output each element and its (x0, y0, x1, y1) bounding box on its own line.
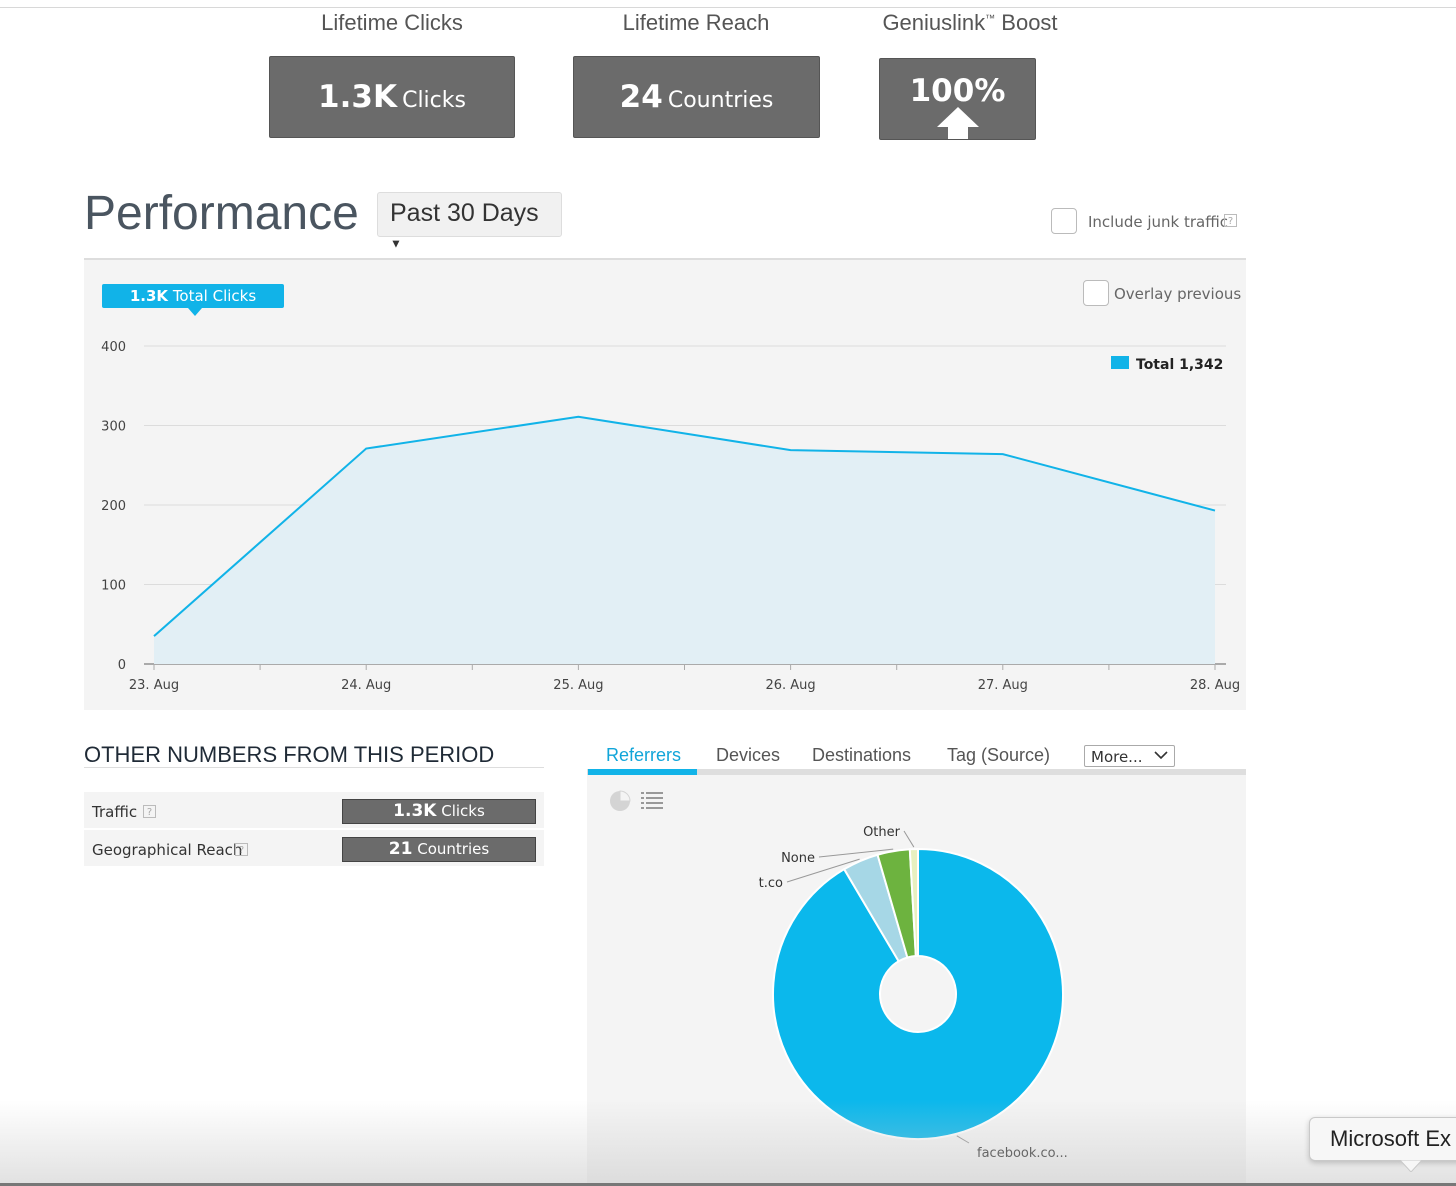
include-junk-checkbox[interactable] (1051, 208, 1077, 234)
y-tick-label: 0 (118, 658, 126, 673)
boost-title: Geniuslink™ Boost (820, 10, 1120, 36)
other-numbers-heading: OTHER NUMBERS FROM THIS PERIOD (84, 742, 495, 767)
lifetime-reach-unit: Countries (667, 88, 774, 113)
lifetime-clicks-unit: Clicks (402, 88, 466, 113)
x-tick-label: 24. Aug (341, 678, 391, 693)
date-range-dropdown[interactable]: Past 30 Days ▼ (377, 192, 562, 250)
pie-leader-line (818, 848, 894, 858)
tab-active-underline (588, 769, 697, 775)
pill-pointer-icon (188, 308, 202, 316)
date-range-label: Past 30 Days (390, 199, 539, 227)
geo-reach-value-box: 21 Countries (342, 837, 536, 862)
boost-box: 100% (879, 58, 1036, 140)
y-tick-label: 200 (101, 499, 126, 514)
bottom-border (0, 1183, 1456, 1186)
boost-title-brand: Geniuslink (882, 10, 986, 35)
include-junk-label: Include junk traffic (1088, 213, 1228, 231)
legend-swatch (1111, 356, 1129, 369)
geo-reach-label: Geographical Reach (92, 841, 243, 859)
traffic-num: 1.3K (393, 801, 437, 821)
clicks-area-chart: 0 100 200 300 400 23. Aug 24. Aug 25. Aug 26. Au… (101, 340, 1240, 693)
traffic-unit: Clicks (441, 802, 485, 820)
top-divider (0, 7, 1456, 8)
geo-reach-row: Geographical Reach ? 21 Countries (84, 830, 544, 866)
overlay-previous-label: Overlay previous (1114, 285, 1242, 303)
traffic-row: Traffic ? 1.3K Clicks (84, 792, 544, 828)
list-icon[interactable] (641, 791, 663, 811)
up-arrow-icon (937, 107, 979, 139)
series-line (153, 415, 1216, 637)
pie-slice-label: None (781, 851, 815, 866)
lifetime-reach-box: 24 Countries (573, 56, 820, 138)
geo-reach-help-icon[interactable]: ? (235, 843, 248, 856)
x-tick-label: 26. Aug (765, 678, 815, 693)
tooltip: Microsoft Ex (1309, 1117, 1456, 1161)
pie-leader-line (903, 830, 915, 848)
pie-slice (908, 847, 919, 958)
tab-referrers[interactable]: Referrers (606, 745, 682, 765)
tooltip-text: Microsoft Ex (1330, 1126, 1452, 1151)
x-tick-label: 23. Aug (129, 678, 179, 693)
caret-down-icon: ▼ (390, 236, 402, 251)
more-dropdown[interactable]: More... (1084, 745, 1175, 767)
tab-devices[interactable]: Devices (716, 745, 781, 765)
tab-destinations[interactable]: Destinations (812, 745, 912, 765)
y-tick-label: 400 (101, 340, 126, 355)
legend-label: Total 1,342 (1136, 357, 1223, 373)
lifetime-clicks-box: 1.3K Clicks (269, 56, 515, 138)
tooltip-pointer-icon (1400, 1160, 1422, 1172)
other-numbers-divider (84, 767, 544, 768)
pie-chart-icon[interactable] (609, 790, 631, 812)
y-tick-label: 100 (101, 579, 126, 594)
overlay-previous-checkbox[interactable] (1083, 280, 1109, 306)
junk-help-icon[interactable]: ? (1224, 214, 1237, 227)
more-dropdown-label: More... (1091, 748, 1143, 766)
traffic-value-box: 1.3K Clicks (342, 799, 536, 824)
boost-title-suffix: Boost (1001, 10, 1058, 35)
boost-value: 100% (909, 73, 1006, 109)
pie-leader-line (786, 858, 860, 883)
series-area (154, 416, 1215, 664)
lifetime-clicks-value: 1.3K (318, 79, 397, 115)
lifetime-reach-value: 24 (619, 79, 663, 115)
lifetime-reach-title: Lifetime Reach (622, 10, 770, 35)
total-clicks-text: Total Clicks (172, 287, 257, 305)
tab-tag-source[interactable]: Tag (Source) (947, 745, 1051, 765)
pie-slice-label: t.co (759, 876, 783, 891)
x-tick-label: 25. Aug (553, 678, 603, 693)
tab-bar (587, 769, 1246, 775)
pie-slice-label: Other (863, 825, 901, 840)
y-tick-label: 300 (101, 420, 126, 435)
performance-chart-panel: 1.3K Total Clicks Overlay previous 0 100 2… (84, 258, 1246, 710)
referrers-donut-chart: facebook.co... t.co None Other (759, 825, 1068, 1161)
traffic-label: Traffic (92, 803, 138, 821)
geo-reach-unit: Countries (417, 840, 490, 858)
lifetime-clicks-title: Lifetime Clicks (321, 10, 463, 35)
total-clicks-num: 1.3K (129, 287, 169, 305)
x-tick-label: 28. Aug (1190, 678, 1240, 693)
pie-leader-line (956, 1135, 970, 1144)
pie-slice-label: facebook.co... (977, 1146, 1068, 1161)
boost-title-tm: ™ (985, 13, 996, 25)
x-tick-label: 27. Aug (978, 678, 1028, 693)
referrers-panel: facebook.co... t.co None Other (587, 775, 1246, 1186)
traffic-help-icon[interactable]: ? (143, 805, 156, 818)
geo-reach-num: 21 (388, 839, 413, 859)
chevron-down-icon (1154, 751, 1168, 760)
page-title: Performance (84, 187, 359, 240)
pie-slice (772, 847, 1064, 1140)
total-clicks-pill[interactable]: 1.3K Total Clicks (102, 284, 284, 308)
